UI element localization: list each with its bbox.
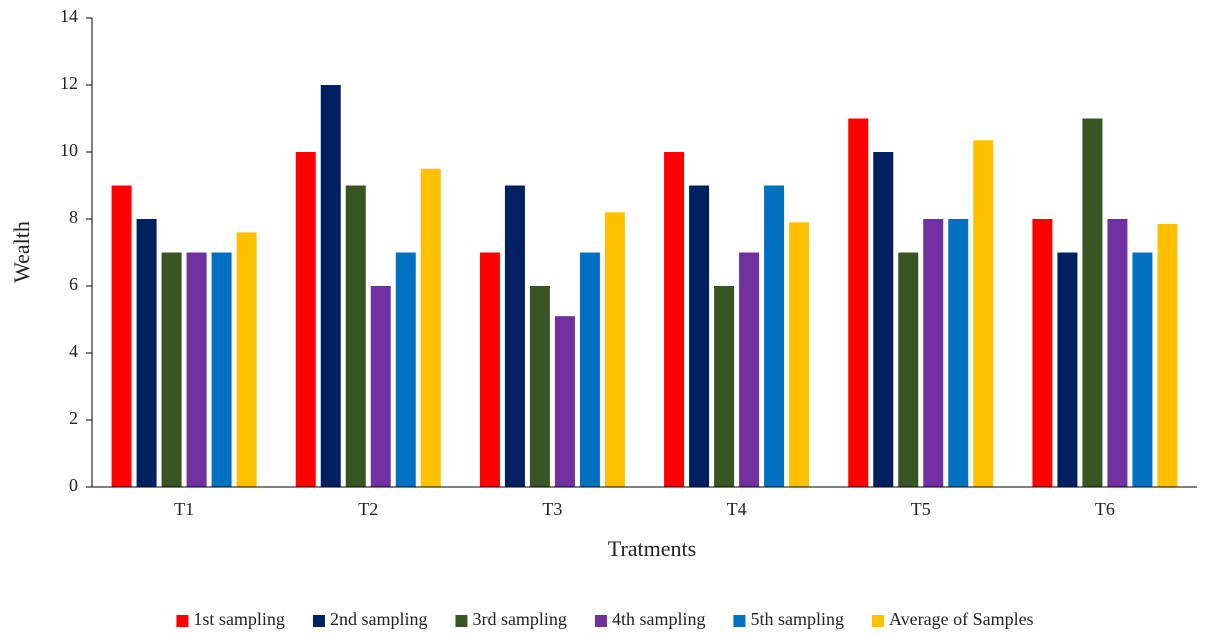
bar (320, 85, 341, 487)
bar (395, 252, 416, 487)
bar (689, 185, 710, 487)
legend-swatch (455, 615, 468, 627)
legend-label: 2nd sampling (330, 609, 428, 629)
bar (664, 152, 685, 487)
x-tick-label: T5 (911, 499, 931, 519)
x-tick-label: T4 (727, 499, 747, 519)
y-tick-label: 10 (60, 140, 78, 160)
bar (554, 316, 575, 487)
legend-label: 4th sampling (612, 609, 706, 629)
y-tick-label: 8 (69, 207, 78, 227)
y-tick-label: 0 (69, 475, 78, 495)
bar (1057, 252, 1078, 487)
bar (529, 286, 550, 487)
legend-label: 3rd sampling (472, 609, 567, 629)
x-tick-label: T3 (542, 499, 562, 519)
bar (236, 232, 257, 487)
legend-swatch (733, 615, 746, 627)
bar (1132, 252, 1153, 487)
bar (504, 185, 525, 487)
bar (948, 219, 969, 487)
legend-swatch (594, 615, 607, 627)
bar (186, 252, 207, 487)
legend-label: 5th sampling (750, 609, 844, 629)
bar (370, 286, 391, 487)
bar (111, 185, 132, 487)
y-tick-label: 6 (69, 274, 78, 294)
y-tick-label: 4 (69, 341, 78, 361)
legend-swatch (312, 615, 325, 627)
bar (873, 152, 894, 487)
legend-swatch (176, 615, 189, 627)
x-axis-title: Tratments (608, 536, 696, 561)
bar (739, 252, 760, 487)
x-tick-label: T6 (1095, 499, 1115, 519)
bar (604, 212, 625, 488)
x-tick-label: T1 (174, 499, 194, 519)
bar (923, 219, 944, 487)
y-axis-title: Wealth (9, 221, 34, 283)
bar (579, 252, 600, 487)
bar (973, 140, 994, 487)
bar (764, 185, 785, 487)
x-tick-label: T2 (358, 499, 378, 519)
bar (420, 168, 441, 487)
bar (161, 252, 182, 487)
bar (211, 252, 232, 487)
bar (479, 252, 500, 487)
bar (295, 152, 316, 487)
legend-swatch (871, 615, 884, 627)
legend-label: 1st sampling (193, 609, 285, 629)
bar (848, 118, 869, 487)
bar (345, 185, 366, 487)
y-tick-label: 14 (60, 6, 78, 26)
bar (898, 252, 919, 487)
y-tick-label: 12 (60, 73, 78, 93)
y-tick-label: 2 (69, 408, 78, 428)
bar (1157, 224, 1178, 487)
legend-label: Average of Samples (889, 609, 1034, 629)
bar (789, 222, 810, 487)
legend: 1st sampling 2nd sampling 3rd sampling 4th … (176, 609, 1034, 629)
bar (136, 219, 157, 487)
bar (1107, 219, 1128, 487)
bar (1032, 219, 1053, 487)
bar (1082, 118, 1103, 487)
bar (714, 286, 735, 487)
